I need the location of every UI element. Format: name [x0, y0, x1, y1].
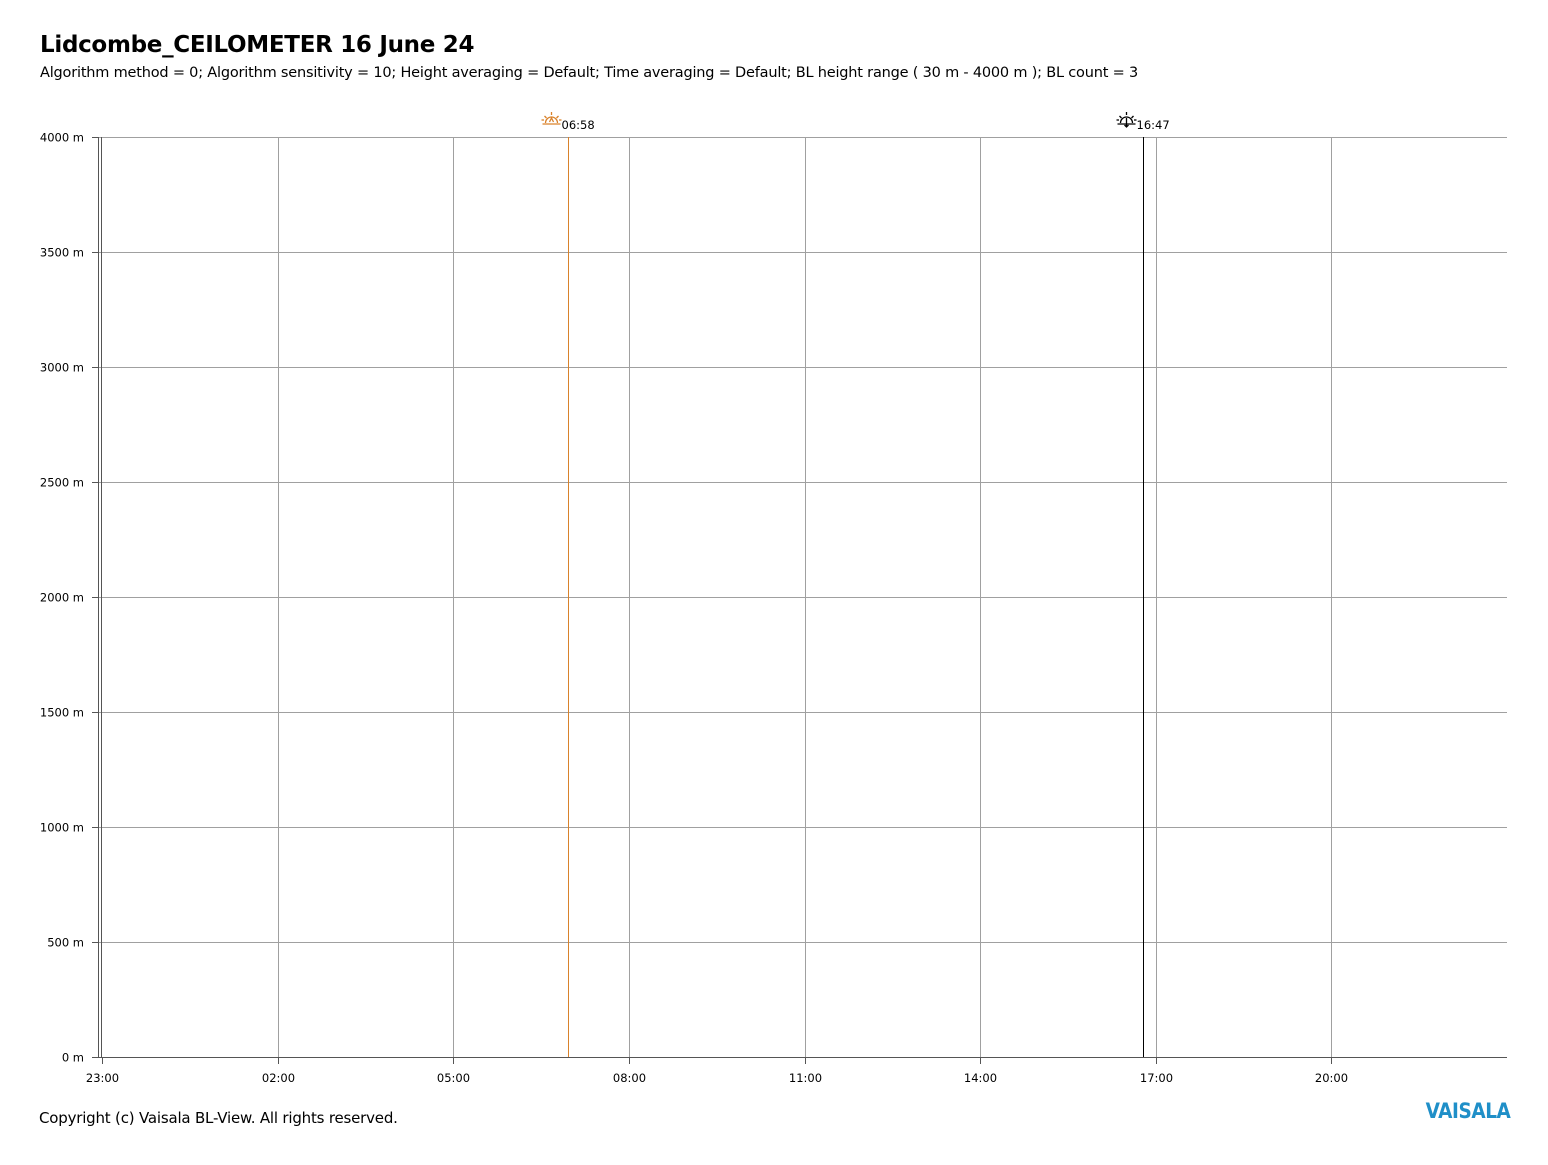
- axes: 0 m 500 m 1000 m 1500 m 2000 m 2500 m 3000 m 35…: [40, 131, 1507, 1085]
- sun-ray: [1119, 115, 1122, 119]
- sun-ray: [1131, 115, 1134, 119]
- sunrise-icon: [541, 112, 562, 125]
- sun-ray: [544, 115, 547, 119]
- arrow-down: [1124, 118, 1129, 128]
- y-tick-label: 1500 m: [40, 706, 84, 720]
- y-tick-label: 1000 m: [40, 821, 84, 835]
- y-tick-label: 2500 m: [40, 476, 84, 490]
- y-tick-label: 4000 m: [40, 131, 84, 145]
- sunrise-time-label: 06:58: [562, 118, 595, 132]
- y-tick-label: 0 m: [62, 1051, 84, 1065]
- sun-ray: [556, 115, 559, 119]
- x-tick-label: 23:00: [86, 1071, 119, 1085]
- y-tick-label: 500 m: [47, 936, 84, 950]
- sunset-icon: [1116, 112, 1137, 128]
- x-tick-label: 02:00: [262, 1071, 295, 1085]
- arrow-up: [548, 116, 555, 123]
- vaisala-logo: VAISALA: [1425, 1099, 1510, 1123]
- y-tick-label: 2000 m: [40, 591, 84, 605]
- copyright-text: Copyright (c) Vaisala BL-View. All right…: [39, 1109, 398, 1127]
- sun-events: 06:58 16:47: [541, 112, 1170, 1057]
- chart-subtitle: Algorithm method = 0; Algorithm sensitiv…: [40, 65, 1138, 81]
- y-tick-label: 3500 m: [40, 246, 84, 260]
- chart-title: Lidcombe_CEILOMETER 16 June 24: [40, 32, 475, 58]
- x-tick-label: 14:00: [964, 1071, 997, 1085]
- x-tick-label: 05:00: [437, 1071, 470, 1085]
- x-tick-label: 20:00: [1315, 1071, 1348, 1085]
- x-tick-label: 17:00: [1140, 1071, 1173, 1085]
- y-tick-label: 3000 m: [40, 361, 84, 375]
- x-tick-label: 11:00: [789, 1071, 822, 1085]
- grid-lines: [98, 137, 1507, 1057]
- sunset-time-label: 16:47: [1137, 118, 1170, 132]
- x-tick-label: 08:00: [613, 1071, 646, 1085]
- sun-half: [1119, 116, 1134, 124]
